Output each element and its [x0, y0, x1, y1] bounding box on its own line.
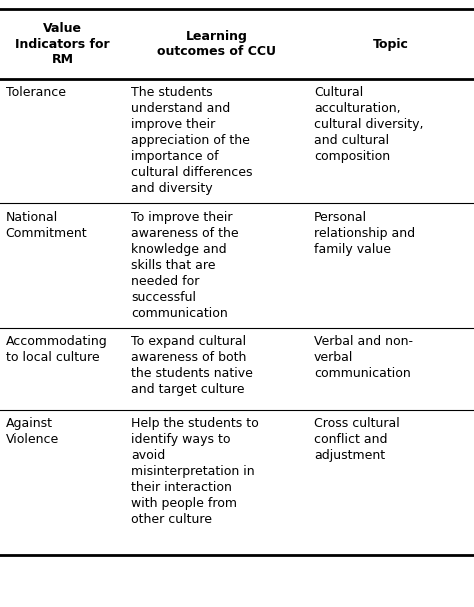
- Text: Cultural
acculturation,
cultural diversity,
and cultural
composition: Cultural acculturation, cultural diversi…: [314, 86, 423, 163]
- Text: Topic: Topic: [373, 38, 409, 50]
- Text: National
Commitment: National Commitment: [6, 211, 87, 240]
- Text: Tolerance: Tolerance: [6, 86, 66, 99]
- Text: The students
understand and
improve their
appreciation of the
importance of
cult: The students understand and improve thei…: [131, 86, 253, 195]
- Text: To expand cultural
awareness of both
the students native
and target culture: To expand cultural awareness of both the…: [131, 335, 253, 396]
- Text: Cross cultural
conflict and
adjustment: Cross cultural conflict and adjustment: [314, 417, 400, 462]
- Text: Value
Indicators for
RM: Value Indicators for RM: [16, 22, 110, 66]
- Text: Personal
relationship and
family value: Personal relationship and family value: [314, 211, 415, 256]
- Text: Help the students to
identify ways to
avoid
misinterpretation in
their interacti: Help the students to identify ways to av…: [131, 417, 259, 526]
- Text: Against
Violence: Against Violence: [6, 417, 59, 446]
- Text: To improve their
awareness of the
knowledge and
skills that are
needed for
succe: To improve their awareness of the knowle…: [131, 211, 239, 320]
- Text: Verbal and non-
verbal
communication: Verbal and non- verbal communication: [314, 335, 413, 380]
- Text: Learning
outcomes of CCU: Learning outcomes of CCU: [157, 30, 276, 58]
- Text: Accommodating
to local culture: Accommodating to local culture: [6, 335, 108, 364]
